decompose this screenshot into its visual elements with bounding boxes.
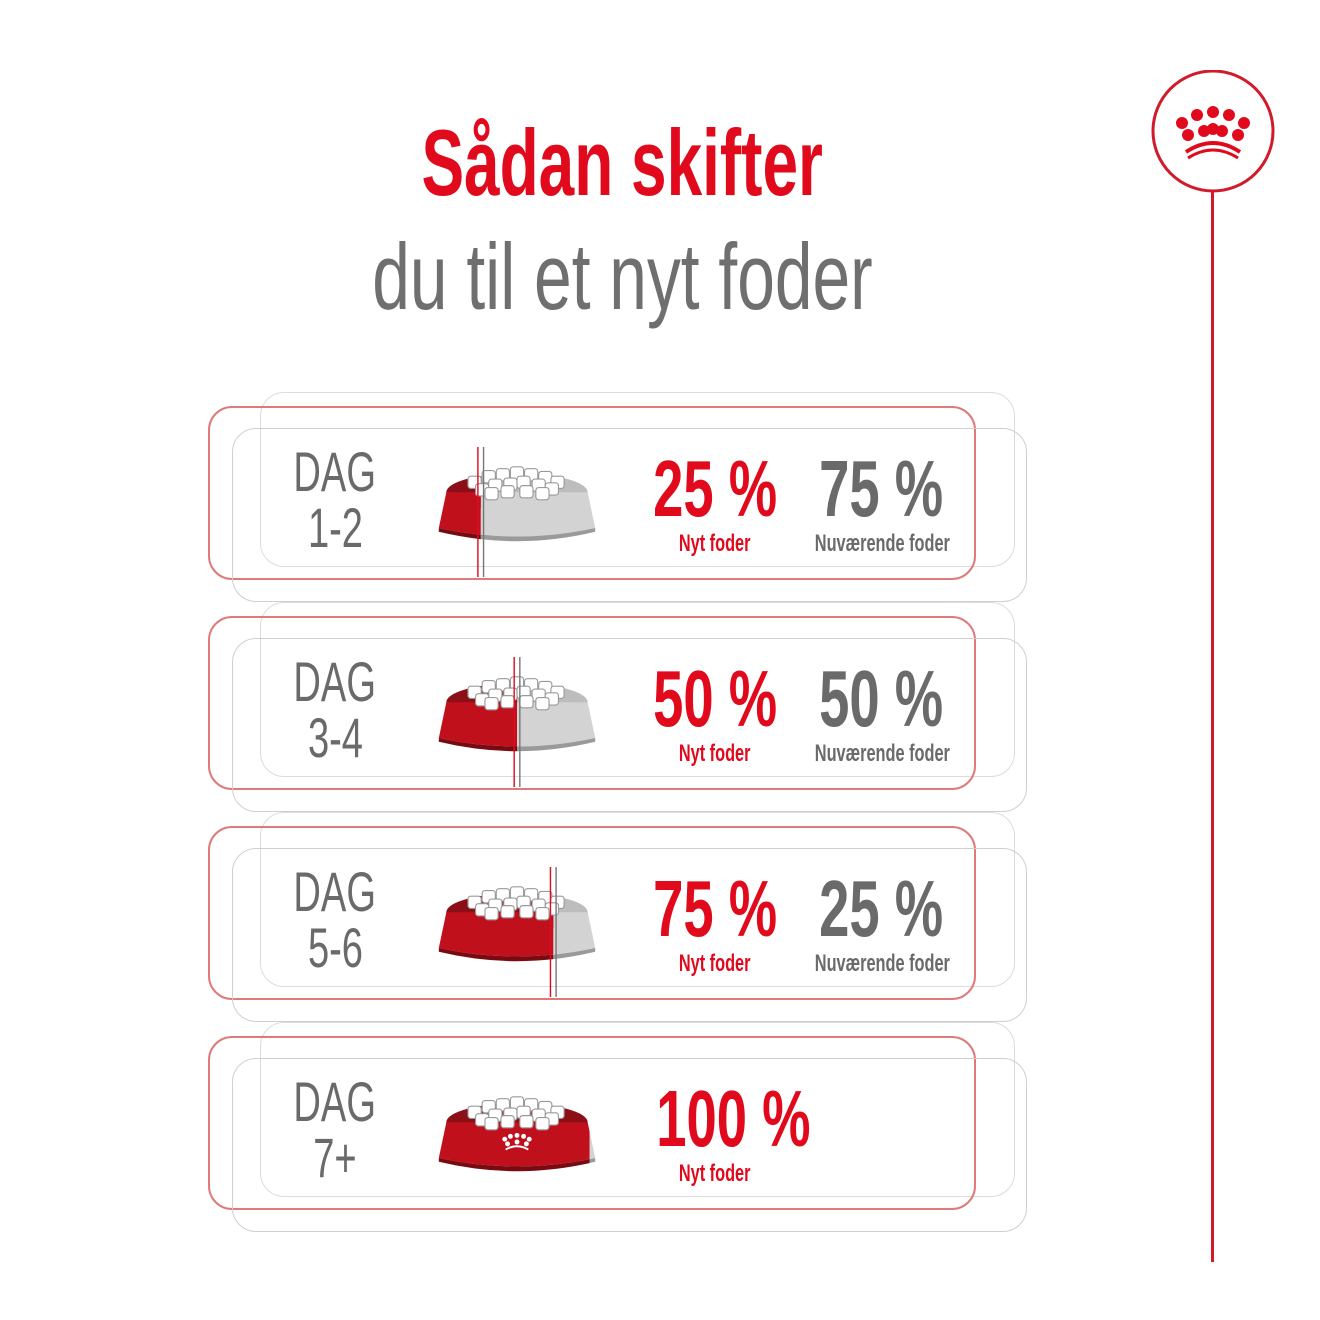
new-food-percent: 50 % bbox=[653, 654, 777, 743]
current-food-label: Nuværende foder bbox=[814, 950, 951, 977]
food-bowl-icon bbox=[438, 657, 596, 787]
food-bowl-icon bbox=[438, 1096, 596, 1172]
step-card: DAG 7+ 100 % Nyt foder bbox=[0, 1022, 1320, 1262]
food-bowl-icon bbox=[438, 867, 596, 997]
current-food-percent: 75 % bbox=[819, 444, 944, 533]
day-label: DAG 5-6 bbox=[293, 860, 377, 979]
current-food-percent: 50 % bbox=[819, 654, 944, 743]
new-food-label: Nyt foder bbox=[679, 950, 751, 977]
card-front-frame bbox=[232, 638, 1027, 812]
card-red-frame bbox=[208, 826, 976, 1000]
step-card: DAG 3-4 50 % Nyt foder 50 % Nuværende fo bbox=[0, 602, 1320, 842]
card-front-frame bbox=[232, 428, 1027, 602]
card-red-frame bbox=[208, 406, 976, 580]
page-subtitle: du til et nyt foder bbox=[371, 224, 873, 329]
day-label: DAG 3-4 bbox=[293, 650, 377, 769]
current-food-label: Nuværende foder bbox=[814, 740, 951, 767]
timeline-line bbox=[1211, 192, 1214, 1262]
step-card: DAG 5-6 75 % Nyt foder 25 % Nuværende fo bbox=[0, 812, 1320, 1052]
card-front-frame bbox=[232, 848, 1027, 1022]
current-food-percent: 25 % bbox=[819, 864, 944, 953]
new-food-percent: 75 % bbox=[653, 864, 777, 953]
new-food-label: Nyt foder bbox=[679, 530, 751, 557]
current-food-label: Nuværende foder bbox=[814, 530, 951, 557]
royal-crown-icon bbox=[1151, 70, 1275, 193]
food-bowl-icon bbox=[438, 447, 596, 577]
crown-emblem-icon bbox=[502, 1132, 532, 1151]
card-front-frame bbox=[232, 1058, 1027, 1232]
page-title: Sådan skifter bbox=[421, 110, 823, 215]
new-food-percent: 25 % bbox=[653, 444, 777, 533]
card-red-frame bbox=[208, 1036, 976, 1210]
new-food-label: Nyt foder bbox=[679, 740, 751, 767]
card-back-frame bbox=[260, 392, 1015, 567]
card-back-frame bbox=[260, 1022, 1015, 1197]
day-label: DAG 1-2 bbox=[293, 440, 377, 559]
card-red-frame bbox=[208, 616, 976, 790]
new-food-percent: 100 % bbox=[656, 1074, 811, 1163]
card-back-frame bbox=[260, 602, 1015, 777]
step-card: DAG 1-2 25 % Nyt foder 75 % Nuværende fo bbox=[0, 392, 1320, 632]
new-food-label: Nyt foder bbox=[679, 1160, 751, 1187]
day-label: DAG 7+ bbox=[293, 1070, 377, 1189]
card-back-frame bbox=[260, 812, 1015, 987]
